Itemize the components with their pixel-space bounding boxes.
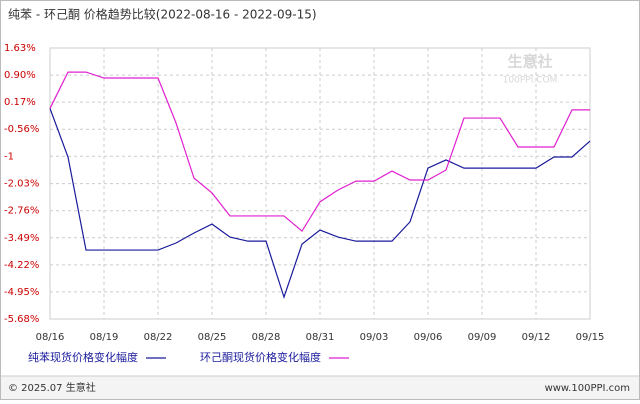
watermark: 生意社 xyxy=(507,53,552,71)
y-tick-label: -1 xyxy=(4,151,14,162)
x-tick-label: 08/25 xyxy=(198,332,227,343)
legend-label: 环己酮现货价格变化幅度 xyxy=(200,350,321,364)
series-line xyxy=(49,71,590,233)
y-tick-label: -4.95% xyxy=(4,287,39,298)
x-tick-label: 09/06 xyxy=(414,332,443,343)
legend-label: 纯苯现货价格变化幅度 xyxy=(28,350,138,364)
y-tick-label: -2.03% xyxy=(4,179,39,190)
y-tick-label: -2.76% xyxy=(4,206,39,217)
footer-left: © 2025.07 生意社 xyxy=(8,381,96,394)
footer-right: www.100PPI.com xyxy=(545,383,630,394)
footer-bar xyxy=(1,376,639,399)
x-tick-label: 08/31 xyxy=(306,332,335,343)
x-tick-label: 08/22 xyxy=(144,332,173,343)
y-tick-label: -3.49% xyxy=(4,233,39,244)
x-tick-label: 09/12 xyxy=(522,332,551,343)
x-tick-label: 09/03 xyxy=(360,332,389,343)
chart-title: 纯苯 - 环己酮 价格趋势比较(2022-08-16 - 2022-09-15) xyxy=(8,7,317,22)
x-tick-label: 08/19 xyxy=(90,332,119,343)
series-line xyxy=(49,108,591,300)
x-tick-label: 09/15 xyxy=(576,332,605,343)
x-tick-label: 09/09 xyxy=(468,332,497,343)
y-tick-label: -5.68% xyxy=(4,314,39,325)
y-tick-label: 0.90% xyxy=(4,70,36,81)
watermark: 100PPI.COM xyxy=(503,76,558,86)
y-tick-label: -0.56% xyxy=(4,124,39,135)
x-tick-label: 08/16 xyxy=(36,332,65,343)
y-tick-label: 0.17% xyxy=(4,97,36,108)
y-tick-label: -4.22% xyxy=(4,260,39,271)
y-tick-label: 1.63% xyxy=(4,43,36,54)
x-tick-label: 08/28 xyxy=(252,332,281,343)
